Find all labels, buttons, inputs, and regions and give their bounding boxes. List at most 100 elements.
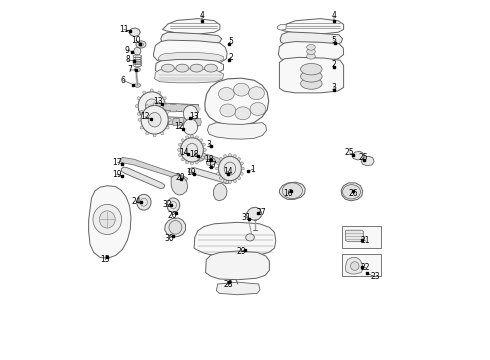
Text: 18: 18 bbox=[204, 155, 214, 164]
Polygon shape bbox=[170, 105, 177, 112]
Ellipse shape bbox=[180, 138, 203, 162]
Polygon shape bbox=[278, 41, 343, 62]
Polygon shape bbox=[279, 182, 305, 199]
Polygon shape bbox=[194, 118, 201, 126]
Ellipse shape bbox=[196, 136, 198, 139]
Text: 11: 11 bbox=[119, 25, 128, 34]
Text: 13: 13 bbox=[153, 97, 163, 106]
Ellipse shape bbox=[191, 135, 194, 138]
Ellipse shape bbox=[137, 113, 140, 116]
Text: 14: 14 bbox=[223, 167, 233, 176]
Text: 23: 23 bbox=[370, 272, 380, 281]
Ellipse shape bbox=[217, 172, 220, 175]
Ellipse shape bbox=[140, 111, 143, 113]
Polygon shape bbox=[89, 186, 131, 258]
Ellipse shape bbox=[99, 211, 115, 228]
Ellipse shape bbox=[248, 87, 265, 100]
Ellipse shape bbox=[300, 63, 322, 75]
Ellipse shape bbox=[178, 143, 181, 146]
Ellipse shape bbox=[186, 136, 189, 139]
Ellipse shape bbox=[220, 177, 222, 180]
Polygon shape bbox=[216, 282, 260, 295]
Text: 24: 24 bbox=[131, 197, 141, 206]
Ellipse shape bbox=[228, 181, 231, 184]
Polygon shape bbox=[277, 24, 286, 30]
Polygon shape bbox=[120, 157, 188, 181]
Ellipse shape bbox=[161, 105, 164, 108]
Polygon shape bbox=[205, 78, 269, 126]
Ellipse shape bbox=[235, 107, 251, 120]
Ellipse shape bbox=[191, 162, 194, 165]
Text: 1: 1 bbox=[250, 165, 255, 174]
Polygon shape bbox=[246, 207, 262, 220]
Bar bbox=[342, 226, 381, 248]
Text: 28: 28 bbox=[223, 280, 233, 289]
Ellipse shape bbox=[238, 177, 241, 180]
Text: 19: 19 bbox=[186, 168, 196, 177]
Polygon shape bbox=[206, 158, 216, 166]
Text: 16: 16 bbox=[283, 189, 293, 198]
Text: 31: 31 bbox=[242, 213, 251, 222]
Polygon shape bbox=[165, 218, 186, 237]
Polygon shape bbox=[153, 40, 227, 65]
Text: 5: 5 bbox=[228, 37, 233, 46]
Text: 2: 2 bbox=[228, 53, 233, 62]
Text: 17: 17 bbox=[113, 158, 122, 167]
Ellipse shape bbox=[250, 103, 266, 116]
Ellipse shape bbox=[135, 67, 140, 72]
Ellipse shape bbox=[300, 71, 322, 82]
Polygon shape bbox=[161, 32, 221, 45]
Polygon shape bbox=[133, 47, 141, 55]
Text: 12: 12 bbox=[141, 112, 150, 121]
Text: 10: 10 bbox=[131, 36, 141, 45]
Polygon shape bbox=[279, 57, 343, 93]
Ellipse shape bbox=[166, 105, 168, 108]
Polygon shape bbox=[188, 168, 231, 184]
Text: 25: 25 bbox=[359, 153, 368, 162]
Ellipse shape bbox=[176, 64, 189, 72]
Polygon shape bbox=[134, 83, 141, 87]
Ellipse shape bbox=[181, 139, 184, 142]
Text: 13: 13 bbox=[189, 112, 199, 121]
Ellipse shape bbox=[241, 162, 244, 165]
Ellipse shape bbox=[241, 172, 244, 175]
Polygon shape bbox=[122, 167, 165, 189]
Ellipse shape bbox=[307, 49, 315, 54]
Ellipse shape bbox=[300, 78, 322, 89]
Ellipse shape bbox=[177, 148, 180, 151]
Text: 2: 2 bbox=[332, 60, 336, 69]
Text: 19: 19 bbox=[112, 170, 122, 179]
Ellipse shape bbox=[223, 154, 226, 157]
Ellipse shape bbox=[245, 234, 254, 241]
Ellipse shape bbox=[217, 162, 220, 165]
Text: 9: 9 bbox=[125, 46, 130, 55]
Text: 3: 3 bbox=[332, 83, 336, 92]
Text: 4: 4 bbox=[199, 10, 204, 19]
Ellipse shape bbox=[183, 105, 197, 121]
Text: 21: 21 bbox=[361, 237, 370, 246]
Ellipse shape bbox=[220, 157, 222, 160]
Ellipse shape bbox=[136, 41, 146, 48]
Ellipse shape bbox=[203, 148, 206, 151]
Ellipse shape bbox=[234, 83, 249, 96]
Ellipse shape bbox=[140, 126, 143, 129]
Ellipse shape bbox=[202, 143, 205, 146]
Polygon shape bbox=[194, 222, 276, 257]
Text: 6: 6 bbox=[121, 76, 125, 85]
Polygon shape bbox=[192, 105, 199, 112]
Polygon shape bbox=[172, 118, 180, 126]
Text: 7: 7 bbox=[128, 65, 133, 74]
Polygon shape bbox=[345, 257, 364, 274]
Ellipse shape bbox=[163, 97, 166, 100]
Bar bbox=[342, 254, 381, 276]
Ellipse shape bbox=[93, 204, 122, 234]
Text: 8: 8 bbox=[125, 55, 130, 64]
Ellipse shape bbox=[238, 157, 241, 160]
Text: 26: 26 bbox=[348, 189, 358, 198]
Text: 20: 20 bbox=[175, 173, 185, 182]
Ellipse shape bbox=[138, 118, 141, 121]
Polygon shape bbox=[352, 151, 364, 160]
Text: 14: 14 bbox=[179, 148, 189, 157]
Polygon shape bbox=[163, 19, 220, 34]
Ellipse shape bbox=[153, 103, 156, 105]
